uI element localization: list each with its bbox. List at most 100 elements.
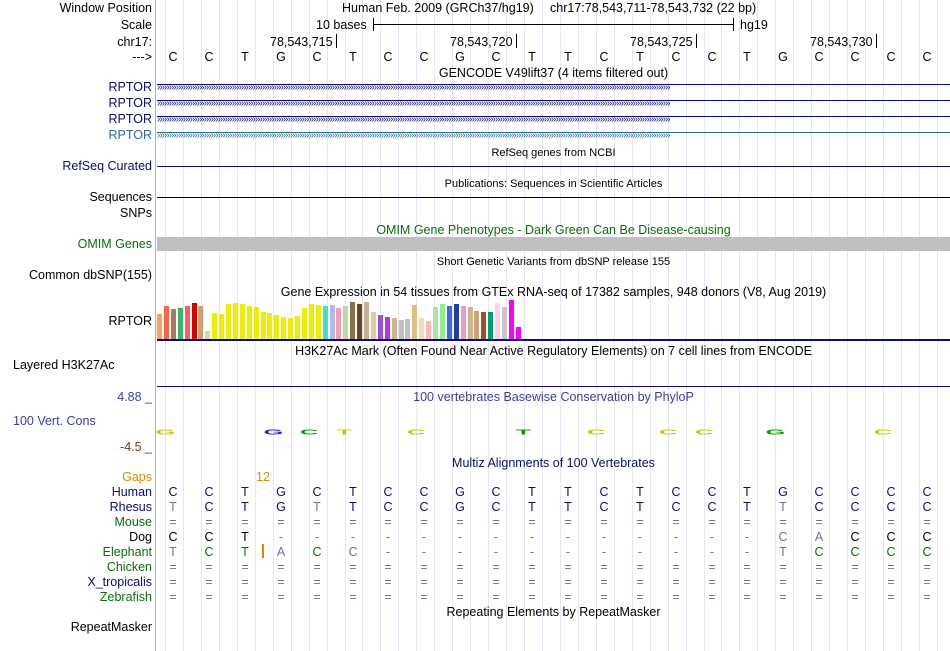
label-snps[interactable]: SNPs: [120, 206, 152, 220]
phylop-base-glyph: C: [658, 428, 678, 436]
gtex-tissue-bar[interactable]: [246, 306, 252, 340]
gtex-tissue-bar[interactable]: [488, 312, 494, 340]
gtex-tissue-bar[interactable]: [370, 312, 376, 340]
gtex-tissue-bar[interactable]: [301, 308, 307, 340]
label-dog[interactable]: Dog: [129, 530, 152, 544]
chicken-base: =: [528, 560, 536, 574]
label-refseq[interactable]: RefSeq Curated: [62, 159, 152, 173]
grid-column-line: [937, 0, 938, 651]
label-rptor-2[interactable]: RPTOR: [108, 96, 152, 110]
gtex-tissue-bar[interactable]: [336, 308, 342, 340]
label-omim[interactable]: OMIM Genes: [77, 237, 152, 251]
refseq-line[interactable]: [157, 166, 950, 167]
gtex-tissue-bar[interactable]: [391, 318, 397, 340]
rptor-transcript-3[interactable]: ››››››››››››››››››››››››››››››››››››››››…: [157, 116, 950, 123]
label-repeatmasker[interactable]: RepeatMasker: [70, 620, 152, 634]
gtex-tissue-bar[interactable]: [205, 331, 211, 340]
label-sequences[interactable]: Sequences: [89, 190, 152, 204]
gtex-tissue-bar[interactable]: [453, 304, 459, 340]
gtex-tissue-bar[interactable]: [260, 312, 266, 340]
gtex-tissue-bar[interactable]: [177, 308, 183, 340]
label-rptor-1[interactable]: RPTOR: [108, 80, 152, 94]
gtex-tissue-bar[interactable]: [329, 305, 335, 340]
gtex-tissue-bar[interactable]: [433, 307, 438, 340]
xtrop-base: =: [456, 575, 464, 589]
gtex-tissue-bar[interactable]: [419, 318, 425, 340]
gtex-tissue-bar[interactable]: [439, 304, 445, 340]
gtex-tissue-bar[interactable]: [274, 315, 280, 340]
gtex-tissue-bar[interactable]: [184, 306, 190, 340]
label-elephant[interactable]: Elephant: [102, 545, 152, 559]
gtex-tissue-bar[interactable]: [502, 307, 507, 340]
gtex-tissue-bar[interactable]: [163, 306, 169, 340]
gtex-tissue-bar[interactable]: [191, 303, 197, 340]
omim-gene-block[interactable]: [157, 237, 950, 251]
publications-line[interactable]: [157, 197, 950, 198]
gtex-tissue-bar[interactable]: [508, 300, 514, 340]
label-h3k27ac[interactable]: Layered H3K27Ac: [13, 358, 115, 372]
elephant-base: -: [637, 545, 643, 559]
gtex-tissue-bar[interactable]: [308, 304, 314, 340]
gtex-tissue-bar[interactable]: [295, 316, 300, 340]
gtex-tissue-bar[interactable]: [226, 304, 231, 340]
gtex-tissue-bar[interactable]: [157, 314, 162, 340]
label-human[interactable]: Human: [111, 485, 152, 499]
label-zebrafish[interactable]: Zebrafish: [99, 590, 152, 604]
label-rhesus[interactable]: Rhesus: [109, 500, 152, 514]
label-gaps[interactable]: Gaps: [122, 470, 152, 484]
gtex-tissue-bar[interactable]: [315, 305, 321, 340]
label-strand[interactable]: --->: [132, 50, 152, 64]
gtex-tissue-bar[interactable]: [405, 319, 411, 340]
gtex-tissue-bar[interactable]: [398, 320, 404, 340]
label-phylop[interactable]: 100 Vert. Cons: [13, 414, 96, 428]
h3k27ac-baseline[interactable]: [157, 386, 950, 387]
gtex-tissue-bar[interactable]: [515, 327, 521, 340]
rptor-transcript-2[interactable]: ››››››››››››››››››››››››››››››››››››››››…: [157, 100, 950, 107]
gtex-tissue-bar[interactable]: [460, 306, 466, 340]
label-dbsnp[interactable]: Common dbSNP(155): [29, 268, 152, 282]
label-rptor-3[interactable]: RPTOR: [108, 112, 152, 126]
gtex-tissue-bar[interactable]: [474, 311, 480, 340]
gtex-tissue-bar[interactable]: [288, 318, 294, 340]
gtex-tissue-bar[interactable]: [357, 304, 363, 340]
rptor-transcript-1[interactable]: ››››››››››››››››››››››››››››››››››››››››…: [157, 84, 950, 91]
label-gtex[interactable]: RPTOR: [108, 314, 152, 328]
label-xtrop[interactable]: X_tropicalis: [87, 575, 152, 589]
gtex-tissue-bar[interactable]: [198, 306, 204, 340]
gtex-tissue-bar[interactable]: [412, 305, 418, 340]
gtex-tissue-bar[interactable]: [350, 302, 356, 340]
gtex-tissue-bar[interactable]: [467, 307, 473, 340]
gtex-tissue-bar[interactable]: [267, 313, 273, 340]
label-chicken[interactable]: Chicken: [106, 560, 152, 574]
gtex-tissue-bar[interactable]: [239, 304, 245, 340]
chicken-base: =: [887, 560, 895, 574]
grid-column-line: [614, 0, 615, 651]
gtex-tissue-bar[interactable]: [219, 314, 225, 340]
gtex-tissue-bar[interactable]: [446, 306, 452, 340]
gtex-tissue-bar[interactable]: [322, 306, 328, 340]
gtex-tissue-bar[interactable]: [495, 303, 501, 340]
phylop-base-glyph: C: [873, 428, 893, 436]
mouse-base: =: [600, 515, 608, 529]
human-base: T: [743, 485, 751, 499]
grid-column-line: [811, 0, 812, 651]
gtex-tissue-bar[interactable]: [281, 317, 287, 340]
gtex-tissue-bar[interactable]: [170, 309, 176, 340]
gtex-tissue-bar[interactable]: [481, 312, 487, 340]
gtex-tissue-bar[interactable]: [212, 313, 218, 340]
gtex-tissue-bar[interactable]: [364, 302, 369, 340]
rptor-transcript-4[interactable]: ››››››››››››››››››››››››››››››››››››››››…: [157, 132, 950, 139]
gtex-tissue-bar[interactable]: [384, 317, 390, 340]
gtex-tissue-bar[interactable]: [232, 303, 238, 340]
gtex-tissue-bar[interactable]: [343, 306, 349, 340]
gtex-tissue-bar[interactable]: [377, 315, 383, 340]
gtex-bar-chart[interactable]: [157, 298, 950, 340]
track-area[interactable]: [157, 0, 950, 651]
dog-base: T: [241, 530, 249, 544]
gtex-tissue-bar[interactable]: [253, 307, 259, 340]
gtex-tissue-bar[interactable]: [426, 321, 432, 340]
label-mouse[interactable]: Mouse: [114, 515, 152, 529]
base: G: [276, 50, 286, 64]
label-rptor-4[interactable]: RPTOR: [108, 128, 152, 142]
